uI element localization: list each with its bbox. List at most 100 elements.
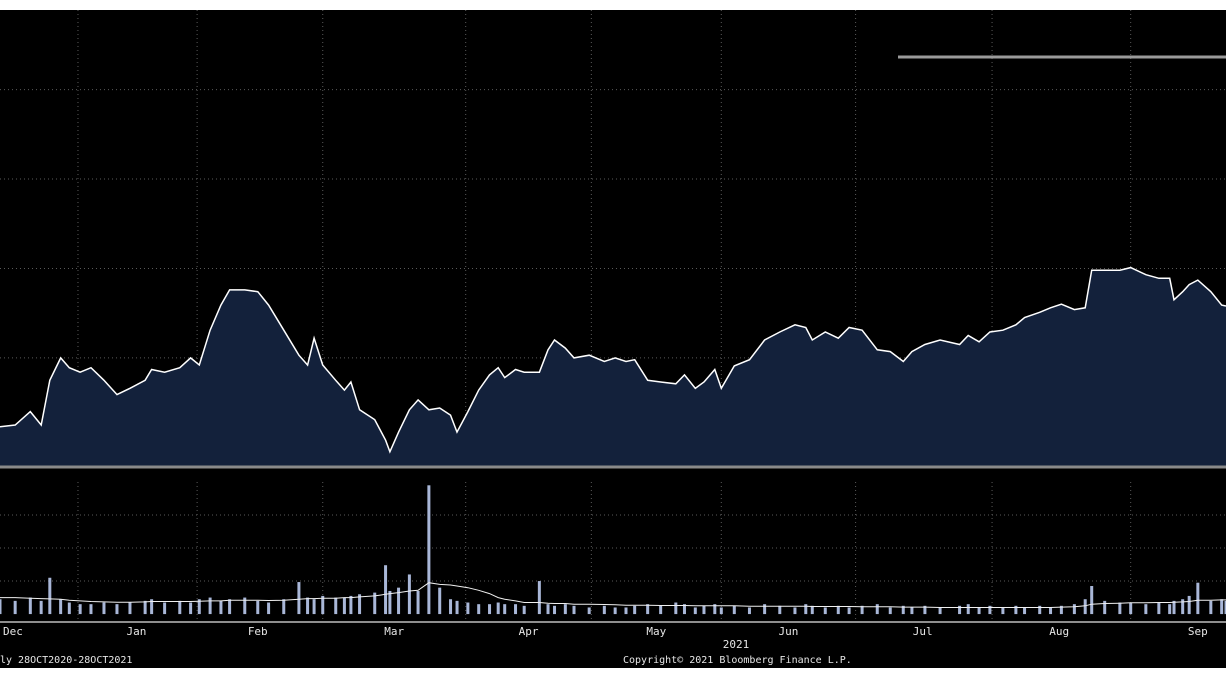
volume-bar xyxy=(966,604,970,615)
volume-bar xyxy=(1129,602,1133,615)
volume-bar xyxy=(1059,605,1063,615)
volume-bar xyxy=(1049,607,1053,615)
volume-bar xyxy=(321,595,325,615)
volume-bar xyxy=(624,607,628,615)
volume-bar xyxy=(1187,595,1191,615)
x-tick-label: Apr xyxy=(519,625,539,638)
volume-bar xyxy=(1118,602,1122,615)
volume-bar xyxy=(1038,605,1042,615)
volume-bar xyxy=(958,605,962,615)
volume-bar xyxy=(39,600,43,615)
volume-bar xyxy=(804,604,808,615)
volume-bar xyxy=(477,604,481,615)
volume-bar xyxy=(587,607,591,615)
volume-bar xyxy=(713,604,717,615)
volume-bar xyxy=(763,604,767,615)
volume-bar xyxy=(1001,607,1005,615)
volume-bar xyxy=(938,607,942,615)
volume-bar xyxy=(243,597,247,615)
x-axis-year: 2021 xyxy=(723,638,750,651)
volume-bar xyxy=(306,597,310,615)
volume-bar xyxy=(732,605,736,615)
copyright: Copyright© 2021 Bloomberg Finance L.P. xyxy=(623,655,852,666)
volume-bar xyxy=(384,565,388,615)
x-tick-label: Feb xyxy=(248,625,268,638)
volume-bar xyxy=(602,605,606,615)
volume-bar xyxy=(143,600,147,615)
volume-bar xyxy=(438,587,442,615)
volume-bar xyxy=(455,600,459,615)
volume-bar xyxy=(633,605,637,615)
volume-bar xyxy=(1220,599,1224,615)
volume-bar xyxy=(836,605,840,615)
volume-bar xyxy=(810,605,814,615)
volume-bar xyxy=(312,599,316,615)
x-tick-label: Aug xyxy=(1049,625,1069,638)
volume-bar xyxy=(646,604,650,615)
volume-bar xyxy=(496,602,500,615)
volume-bar xyxy=(1196,582,1200,615)
volume-bar xyxy=(1090,586,1094,615)
volume-bar xyxy=(988,605,992,615)
volume-bar xyxy=(282,599,286,615)
x-tick-label: Dec xyxy=(3,625,23,638)
volume-bar xyxy=(349,595,353,615)
volume-bar xyxy=(923,605,927,615)
volume-bar xyxy=(297,582,301,615)
volume-bar xyxy=(102,602,106,615)
volume-bar xyxy=(514,604,518,615)
volume-bar xyxy=(342,597,346,615)
volume-bar xyxy=(488,604,492,615)
volume-bar xyxy=(78,604,82,615)
volume-bar xyxy=(503,604,507,615)
volume-bar xyxy=(1023,607,1027,615)
volume-bar xyxy=(823,607,827,615)
volume-bar xyxy=(1072,604,1076,615)
volume-bar xyxy=(163,602,167,615)
volume-bar xyxy=(358,594,362,615)
volume-bar xyxy=(546,604,550,615)
x-tick-label: Jan xyxy=(127,625,147,638)
volume-bar xyxy=(59,599,63,615)
volume-bar xyxy=(1157,602,1161,615)
volume-bar xyxy=(977,607,981,615)
volume-bar xyxy=(793,607,797,615)
volume-bar xyxy=(89,604,93,615)
volume-bar xyxy=(267,602,271,615)
volume-bar xyxy=(537,581,541,615)
volume-bar xyxy=(682,604,686,615)
volume-bar xyxy=(522,605,526,615)
price-line xyxy=(0,266,1226,454)
volume-bar xyxy=(860,605,864,615)
volume-bar xyxy=(13,600,17,615)
volume-bar xyxy=(128,602,132,615)
volume-bar xyxy=(228,599,232,615)
volume-bar xyxy=(373,592,377,615)
volume-bar xyxy=(427,485,431,615)
volume-bar xyxy=(613,607,617,615)
volume-bar xyxy=(1224,600,1226,615)
volume-bar xyxy=(1209,600,1213,615)
volume-bar xyxy=(719,607,723,615)
x-tick-label: Sep xyxy=(1188,625,1208,638)
volume-bar xyxy=(466,602,470,615)
volume-bar xyxy=(189,602,193,615)
volume-bar xyxy=(1168,604,1172,615)
volume-bar xyxy=(563,604,567,615)
volume-bar xyxy=(1014,605,1018,615)
volume-bar xyxy=(747,607,751,615)
volume-bar xyxy=(208,597,212,615)
volume-bar xyxy=(901,605,905,615)
volume-bar xyxy=(1103,600,1107,615)
volume-bar xyxy=(553,605,557,615)
price-area xyxy=(0,267,1226,467)
volume-bar xyxy=(0,599,2,615)
volume-bar xyxy=(888,607,892,615)
volume-bar xyxy=(449,599,453,615)
volume-bar xyxy=(407,574,411,615)
volume-bar xyxy=(334,597,338,615)
volume-bar xyxy=(67,602,71,615)
x-tick-label: May xyxy=(646,625,666,638)
volume-bar xyxy=(416,590,420,615)
